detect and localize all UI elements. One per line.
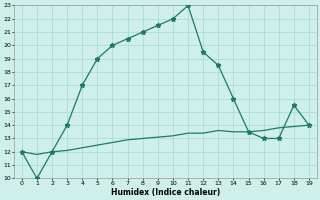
X-axis label: Humidex (Indice chaleur): Humidex (Indice chaleur) xyxy=(111,188,220,197)
